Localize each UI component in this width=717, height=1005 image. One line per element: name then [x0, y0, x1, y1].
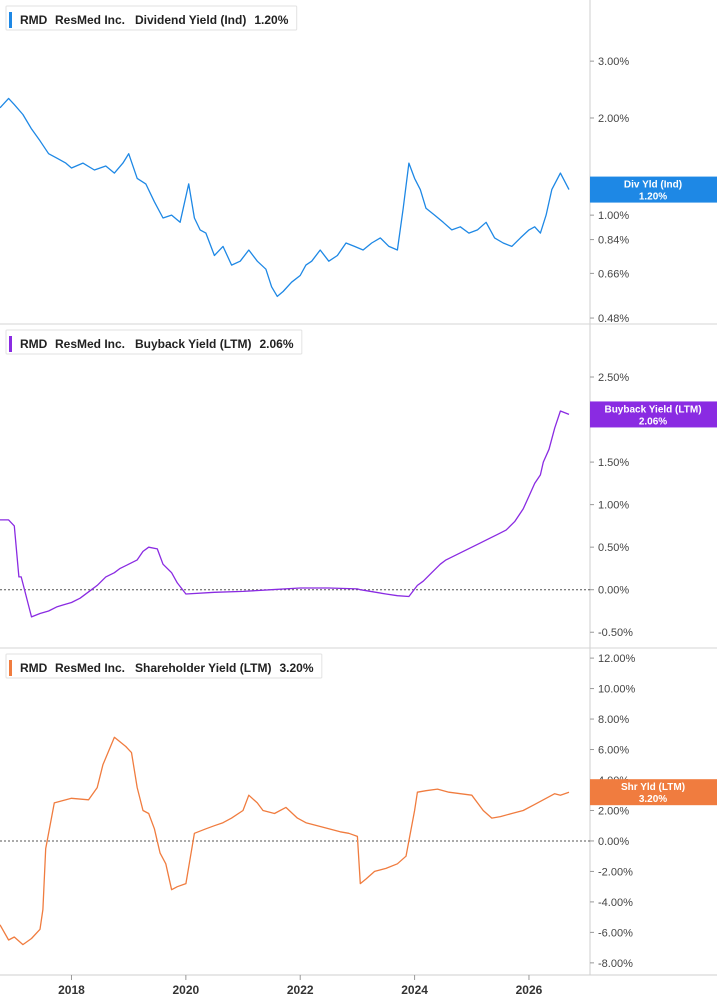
- panel-1: 3.00% 2.00% 1.00% 0.84% 0.66% 0.48% RMD ResMed …: [0, 5, 717, 325]
- legend-company: ResMed Inc.: [55, 337, 125, 351]
- y-tick-label: 0.00%: [598, 585, 629, 597]
- legend-value: 3.20%: [279, 661, 313, 675]
- legend-company: ResMed Inc.: [55, 661, 125, 675]
- y-tick-label: 12.00%: [598, 653, 636, 665]
- x-tick-label: 2022: [287, 983, 314, 997]
- flag-value: 2.06%: [639, 416, 667, 427]
- legend-metric: Buyback Yield (LTM): [135, 337, 251, 351]
- x-tick-label: 2026: [516, 983, 543, 997]
- last-value-flag: Buyback Yield (LTM)2.06%: [590, 401, 717, 428]
- y-tick-label: 0.50%: [598, 542, 629, 554]
- legend: RMD ResMed Inc. Shareholder Yield (LTM) 3.2…: [5, 653, 323, 679]
- flag-background: [590, 779, 717, 806]
- flag-label: Div Yld (Ind): [624, 180, 682, 191]
- legend: RMD ResMed Inc. Dividend Yield (Ind) 1.20%: [5, 5, 298, 31]
- legend-color-swatch: [9, 660, 12, 676]
- y-tick-label: 1.00%: [598, 500, 629, 512]
- legend-symbol: RMD: [20, 337, 48, 351]
- y-tick-label: -6.00%: [598, 927, 633, 939]
- flag-value: 1.20%: [639, 192, 667, 203]
- panel-2: 2.50% 1.50% 1.00% 0.50% 0.00% -0.50% RMD ResMed…: [0, 329, 717, 639]
- flag-label: Shr Yld (LTM): [621, 782, 685, 793]
- flag-background: [590, 176, 717, 203]
- y-tick-label: 1.00%: [598, 210, 629, 222]
- flag-value: 3.20%: [639, 794, 667, 805]
- y-tick-label: -2.00%: [598, 866, 633, 878]
- legend: RMD ResMed Inc. Buyback Yield (LTM) 2.06%: [5, 329, 303, 355]
- y-tick-label: 2.50%: [598, 372, 629, 384]
- legend-box: [5, 653, 323, 679]
- y-tick-label: 10.00%: [598, 684, 636, 696]
- y-tick-label: 2.00%: [598, 113, 629, 125]
- flag-label: Buyback Yield (LTM): [604, 404, 701, 415]
- y-tick-label: 0.00%: [598, 836, 629, 848]
- flag-background: [590, 401, 717, 428]
- legend-value: 2.06%: [259, 337, 293, 351]
- y-tick-label: 6.00%: [598, 745, 629, 757]
- series-line: [0, 97, 570, 298]
- panel-3: 12.00%10.00%8.00%6.00%4.00%2.00%0.00%-2.…: [0, 653, 717, 970]
- y-tick-label: 0.66%: [598, 268, 629, 280]
- series-line: [0, 410, 570, 618]
- x-tick-label: 2018: [58, 983, 85, 997]
- y-tick-label: 0.48%: [598, 313, 629, 325]
- y-tick-label: 3.00%: [598, 56, 629, 68]
- legend-box: [5, 5, 298, 31]
- legend-color-swatch: [9, 12, 12, 28]
- legend-color-swatch: [9, 336, 12, 352]
- legend-company: ResMed Inc.: [55, 13, 125, 27]
- last-value-flag: Div Yld (Ind)1.20%: [590, 176, 717, 203]
- series-line: [0, 736, 570, 946]
- y-tick-label: 8.00%: [598, 714, 629, 726]
- legend-value: 1.20%: [254, 13, 288, 27]
- y-tick-label: -4.00%: [598, 897, 633, 909]
- legend-metric: Shareholder Yield (LTM): [135, 661, 271, 675]
- x-tick-label: 2020: [172, 983, 199, 997]
- legend-symbol: RMD: [20, 13, 48, 27]
- y-tick-label: 2.00%: [598, 805, 629, 817]
- y-tick-label: 0.84%: [598, 235, 629, 247]
- x-tick-label: 2024: [401, 983, 428, 997]
- y-tick-label: -0.50%: [598, 627, 633, 639]
- y-tick-label: -8.00%: [598, 958, 633, 970]
- legend-symbol: RMD: [20, 661, 48, 675]
- y-tick-label: 1.50%: [598, 457, 629, 469]
- legend-metric: Dividend Yield (Ind): [135, 13, 246, 27]
- legend-box: [5, 329, 303, 355]
- last-value-flag: Shr Yld (LTM)3.20%: [590, 779, 717, 806]
